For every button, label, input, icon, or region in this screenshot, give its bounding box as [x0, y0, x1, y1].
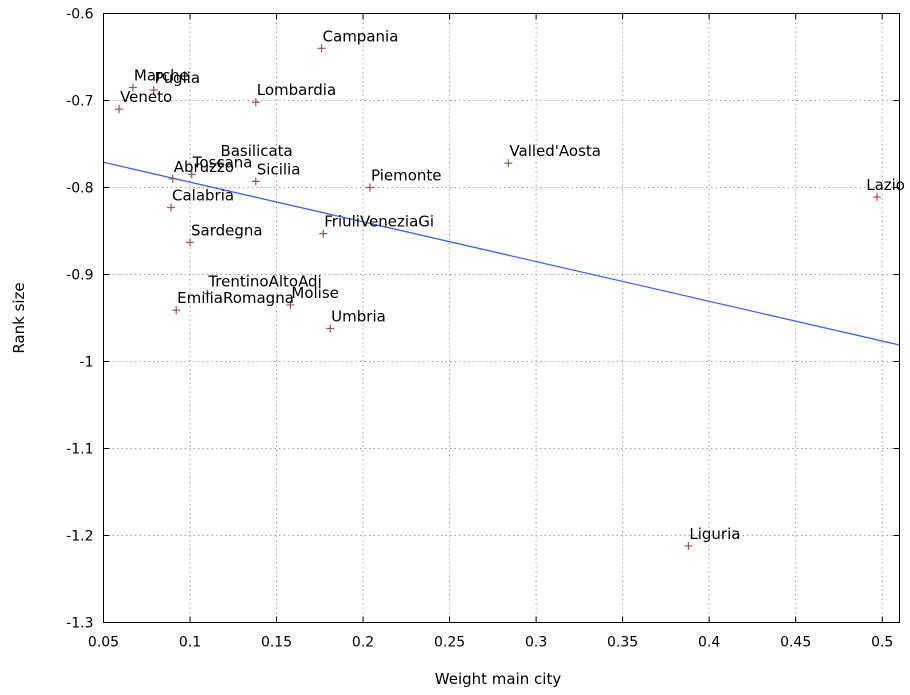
- x-tick-label: 0.5: [871, 635, 893, 651]
- data-point-label: Sicilia: [257, 160, 301, 178]
- data-point-marker: [319, 229, 328, 238]
- x-tick-label: 0.3: [525, 635, 547, 651]
- plot-frame: [103, 13, 900, 623]
- x-tick-label: 0.2: [352, 635, 374, 651]
- data-point-label: Lombardia: [257, 81, 336, 99]
- data-point-marker: [203, 289, 212, 298]
- data-point-marker: [115, 105, 124, 114]
- data-point-label: Piemonte: [371, 167, 442, 185]
- y-tick-label: -1: [80, 355, 94, 371]
- data-point-marker: [187, 170, 196, 179]
- data-point-marker: [215, 159, 224, 168]
- data-point-label: Molise: [291, 284, 339, 302]
- data-point-label: Abruzzo: [174, 158, 234, 176]
- data-point-marker: [251, 177, 260, 186]
- y-tick-label: -1.2: [66, 529, 93, 545]
- y-tick-label: -0.9: [66, 268, 93, 284]
- data-point-marker: [365, 183, 374, 192]
- regression-line: [103, 161, 900, 346]
- y-tick-label: -1.3: [66, 616, 93, 632]
- y-tick-label: -0.8: [66, 181, 93, 197]
- y-axis-title: Rank size: [10, 282, 28, 353]
- data-point-label: FriuliVeneziaGi: [324, 213, 434, 231]
- data-point-marker: [251, 98, 260, 107]
- x-tick-labels: 0.05 0.1 0.15 0.2 0.25 0.3 0.35 0.4 0.45 0.5: [88, 635, 893, 651]
- data-point-label: Umbria: [331, 307, 386, 325]
- x-tick-label: 0.1: [179, 635, 201, 651]
- data-point-marker: [504, 159, 513, 168]
- data-point-label: Puglia: [155, 69, 200, 87]
- data-point-marker: [149, 86, 158, 95]
- data-point-label: Calabria: [172, 187, 234, 205]
- data-point-label: Valled'Aosta: [509, 142, 601, 160]
- data-point-marker: [873, 193, 882, 202]
- data-point-label: Veneto: [120, 88, 172, 106]
- data-point-label: Basilicata: [220, 142, 292, 160]
- data-point-marker: [326, 324, 335, 333]
- y-tick-labels: -0.6 -0.7 -0.8 -0.9 -1 -1.1 -1.2 -1.3: [66, 7, 93, 632]
- data-point-label: Liguria: [689, 525, 740, 543]
- data-point-marker: [128, 83, 137, 92]
- data-point-marker: [684, 541, 693, 550]
- axis-ticks: [103, 13, 900, 623]
- x-tick-label: 0.45: [780, 635, 811, 651]
- data-points: [115, 44, 882, 550]
- x-tick-label: 0.4: [698, 635, 720, 651]
- data-point-label: Marche: [134, 66, 189, 84]
- data-point-marker: [172, 306, 181, 315]
- data-point-label: Lazio: [866, 176, 905, 194]
- regression-line-layer: [103, 161, 900, 346]
- x-axis-title: Weight main city: [435, 670, 562, 688]
- data-point-marker: [166, 203, 175, 212]
- data-point-label: Sardegna: [191, 221, 263, 239]
- x-tick-label: 0.05: [88, 635, 119, 651]
- x-tick-label: 0.25: [434, 635, 465, 651]
- data-point-label: EmiliaRomagna: [177, 289, 294, 307]
- y-tick-label: -1.1: [66, 442, 93, 458]
- y-tick-label: -0.7: [66, 94, 93, 110]
- data-point-label: TrentinoAltoAdi: [207, 273, 321, 291]
- data-point-marker: [317, 44, 326, 53]
- x-tick-label: 0.15: [261, 635, 292, 651]
- y-tick-label: -0.6: [66, 7, 93, 23]
- data-point-label: Toscana: [192, 153, 253, 171]
- data-point-marker: [186, 238, 195, 247]
- data-point-marker: [286, 300, 295, 309]
- data-point-marker: [168, 174, 177, 183]
- x-tick-label: 0.35: [607, 635, 638, 651]
- data-point-label: Campania: [323, 27, 399, 45]
